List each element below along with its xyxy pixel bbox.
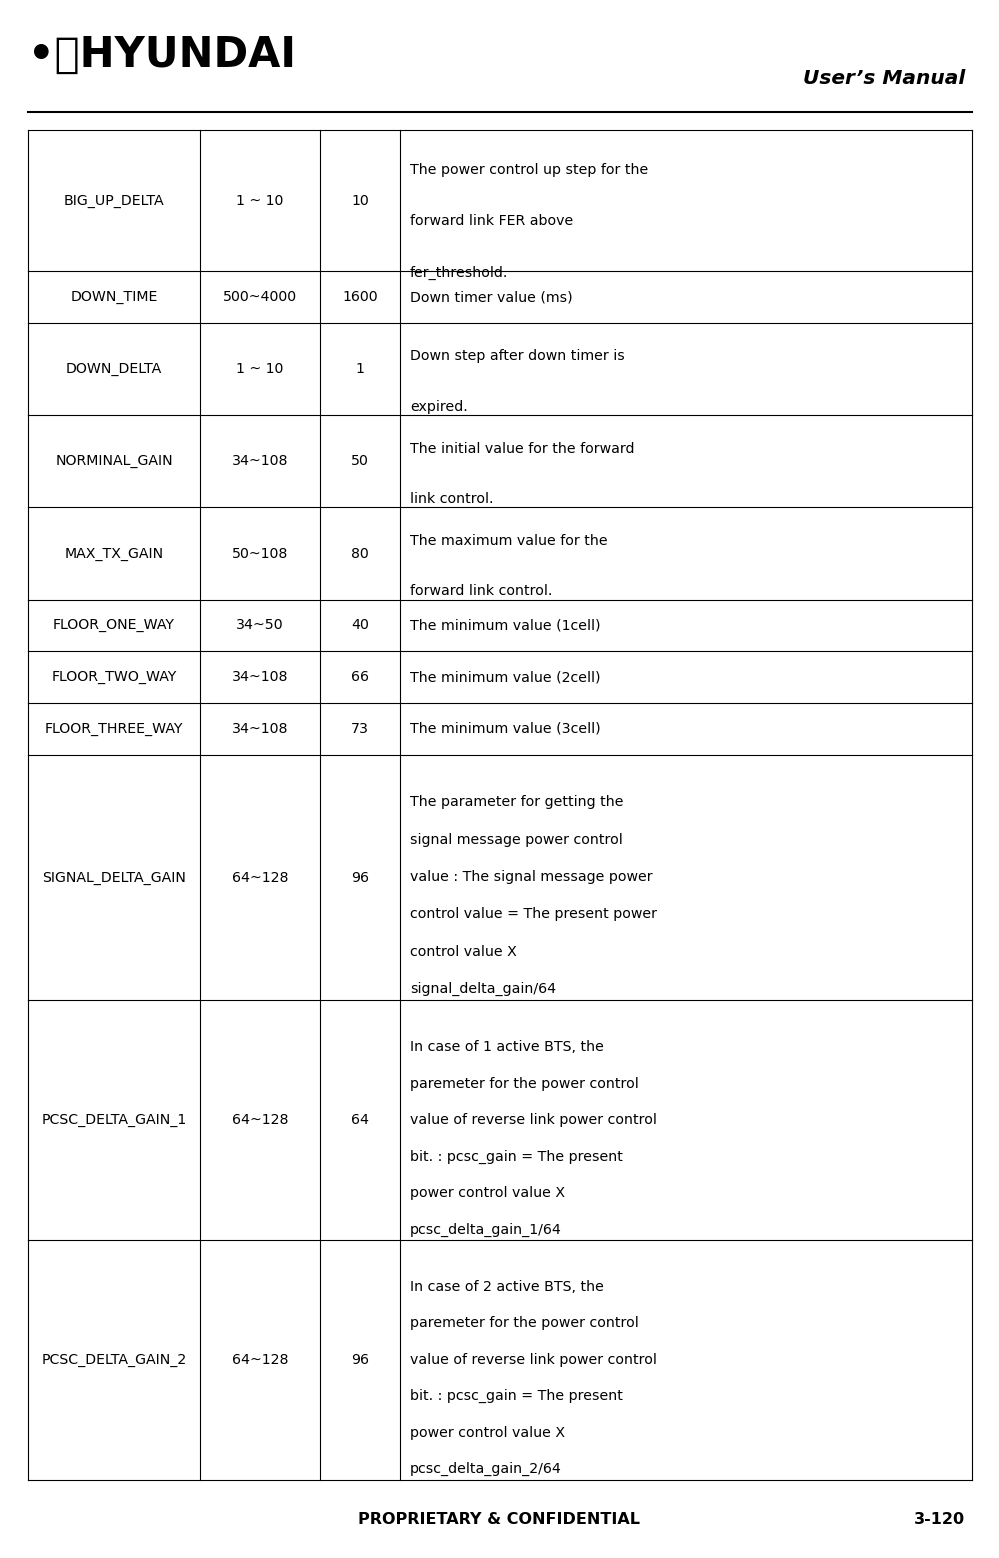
Text: link control.: link control. xyxy=(410,492,494,506)
Text: power control value X: power control value X xyxy=(410,1426,565,1440)
Text: pcsc_delta_gain_1/64: pcsc_delta_gain_1/64 xyxy=(410,1223,561,1237)
Text: The maximum value for the: The maximum value for the xyxy=(410,534,607,548)
Text: 96: 96 xyxy=(351,1352,369,1366)
Text: forward link control.: forward link control. xyxy=(410,584,552,598)
Text: 64~128: 64~128 xyxy=(232,1114,288,1128)
Text: PCSC_DELTA_GAIN_1: PCSC_DELTA_GAIN_1 xyxy=(41,1114,187,1128)
Text: The initial value for the forward: The initial value for the forward xyxy=(410,441,634,455)
Text: signal message power control: signal message power control xyxy=(410,832,622,846)
Text: control value = The present power: control value = The present power xyxy=(410,907,657,921)
Text: 1: 1 xyxy=(356,361,365,375)
Text: FLOOR_ONE_WAY: FLOOR_ONE_WAY xyxy=(53,619,175,633)
Text: pcsc_delta_gain_2/64: pcsc_delta_gain_2/64 xyxy=(410,1461,561,1477)
Text: In case of 1 active BTS, the: In case of 1 active BTS, the xyxy=(410,1041,603,1055)
Text: control value X: control value X xyxy=(410,944,516,958)
Text: 1 ~ 10: 1 ~ 10 xyxy=(237,193,284,207)
Text: Down timer value (ms): Down timer value (ms) xyxy=(410,290,572,304)
Text: 1 ~ 10: 1 ~ 10 xyxy=(237,361,284,375)
Text: power control value X: power control value X xyxy=(410,1186,565,1200)
Text: The power control up step for the: The power control up step for the xyxy=(410,162,648,176)
Text: 64: 64 xyxy=(351,1114,369,1128)
Text: FLOOR_TWO_WAY: FLOOR_TWO_WAY xyxy=(51,670,177,684)
Text: 64~128: 64~128 xyxy=(232,1352,288,1366)
Text: 500~4000: 500~4000 xyxy=(223,290,297,304)
Text: The minimum value (1cell): The minimum value (1cell) xyxy=(410,619,600,633)
Text: expired.: expired. xyxy=(410,400,468,414)
Text: 64~128: 64~128 xyxy=(232,871,288,885)
Text: 80: 80 xyxy=(351,547,369,561)
Text: 34~108: 34~108 xyxy=(232,670,288,684)
Text: 50: 50 xyxy=(351,455,369,469)
Text: BIG_UP_DELTA: BIG_UP_DELTA xyxy=(64,193,164,207)
Text: 1600: 1600 xyxy=(343,290,378,304)
Text: value of reverse link power control: value of reverse link power control xyxy=(410,1352,657,1366)
Text: In case of 2 active BTS, the: In case of 2 active BTS, the xyxy=(410,1281,603,1295)
Text: 34~50: 34~50 xyxy=(236,619,284,633)
Text: 34~108: 34~108 xyxy=(232,721,288,735)
Text: 66: 66 xyxy=(351,670,369,684)
Text: 40: 40 xyxy=(351,619,369,633)
Text: DOWN_TIME: DOWN_TIME xyxy=(70,290,158,304)
Text: The minimum value (2cell): The minimum value (2cell) xyxy=(410,670,600,684)
Text: value : The signal message power: value : The signal message power xyxy=(410,869,652,883)
Text: 96: 96 xyxy=(351,871,369,885)
Text: •ⓗHYUNDAI: •ⓗHYUNDAI xyxy=(28,34,296,76)
Text: paremeter for the power control: paremeter for the power control xyxy=(410,1317,638,1331)
Text: FLOOR_THREE_WAY: FLOOR_THREE_WAY xyxy=(45,721,183,735)
Text: NORMINAL_GAIN: NORMINAL_GAIN xyxy=(55,455,173,469)
Text: 3-120: 3-120 xyxy=(914,1513,965,1527)
Text: User’s Manual: User’s Manual xyxy=(803,69,965,87)
Text: Down step after down timer is: Down step after down timer is xyxy=(410,349,624,363)
Text: signal_delta_gain/64: signal_delta_gain/64 xyxy=(410,982,556,996)
Text: bit. : pcsc_gain = The present: bit. : pcsc_gain = The present xyxy=(410,1390,622,1404)
Text: paremeter for the power control: paremeter for the power control xyxy=(410,1077,638,1091)
Text: 10: 10 xyxy=(351,193,369,207)
Text: DOWN_DELTA: DOWN_DELTA xyxy=(66,361,162,375)
Text: value of reverse link power control: value of reverse link power control xyxy=(410,1112,657,1126)
Text: forward link FER above: forward link FER above xyxy=(410,215,573,229)
Text: fer_threshold.: fer_threshold. xyxy=(410,266,508,280)
Text: The parameter for getting the: The parameter for getting the xyxy=(410,795,623,809)
Text: PCSC_DELTA_GAIN_2: PCSC_DELTA_GAIN_2 xyxy=(41,1352,187,1366)
Text: PROPRIETARY & CONFIDENTIAL: PROPRIETARY & CONFIDENTIAL xyxy=(359,1513,640,1527)
Text: 50~108: 50~108 xyxy=(232,547,288,561)
Text: The minimum value (3cell): The minimum value (3cell) xyxy=(410,721,600,735)
Text: 73: 73 xyxy=(351,721,369,735)
Text: MAX_TX_GAIN: MAX_TX_GAIN xyxy=(65,547,164,561)
Text: bit. : pcsc_gain = The present: bit. : pcsc_gain = The present xyxy=(410,1150,622,1164)
Text: SIGNAL_DELTA_GAIN: SIGNAL_DELTA_GAIN xyxy=(42,871,186,885)
Text: 34~108: 34~108 xyxy=(232,455,288,469)
